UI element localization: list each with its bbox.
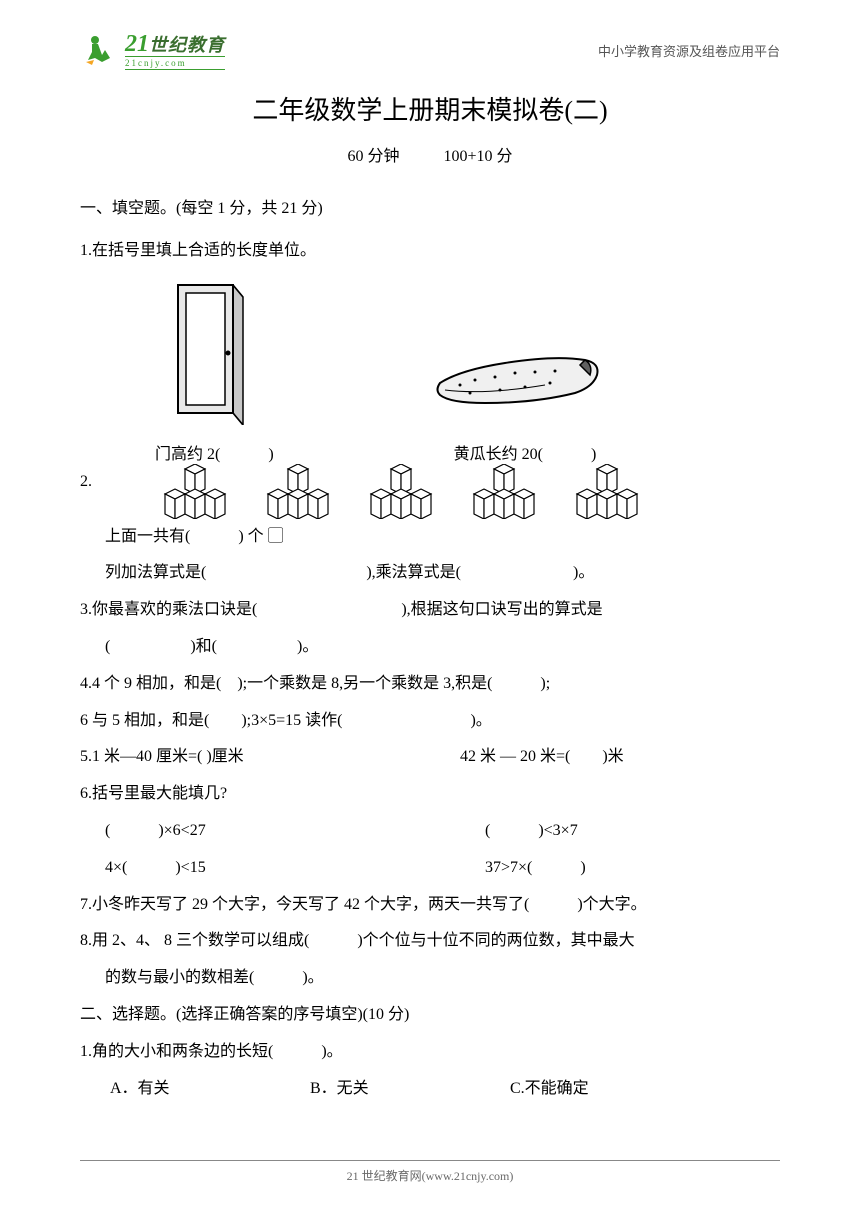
- time-text: 60 分钟: [347, 148, 399, 165]
- q2-line2: 列加法算式是( ),乘法算式是( )。: [80, 555, 780, 592]
- footer-divider: [80, 1160, 780, 1161]
- q6-row1-right: ( )<3×7: [485, 813, 578, 850]
- q2: 2.: [80, 464, 780, 519]
- q1-text: 1.在括号里填上合适的长度单位。: [80, 233, 780, 270]
- q6-heading: 6.括号里最大能填几?: [80, 776, 780, 813]
- cube-group-1: [157, 464, 242, 519]
- logo-domain: 21cnjy.com: [125, 56, 225, 70]
- cucumber-image: [425, 345, 605, 430]
- q8-line2: 的数与最小的数相差( )。: [80, 960, 780, 997]
- q6-row1-left: ( )×6<27: [105, 813, 485, 850]
- q1-captions: 门高约 2( ) 黄瓜长约 20( ): [80, 440, 780, 464]
- q1-images: [80, 280, 780, 430]
- subtitle: 60 分钟 100+10 分: [80, 142, 780, 166]
- cube-group-3: [363, 464, 448, 519]
- section2-heading: 二、选择题。(选择正确答案的序号填空)(10 分): [80, 997, 780, 1034]
- logo-icon: [80, 30, 120, 70]
- cucumber-caption: 黄瓜长约 20( ): [454, 440, 597, 464]
- option-b: B．无关: [310, 1071, 510, 1108]
- cube-groups: [157, 464, 654, 519]
- logo-area: 21 世纪教育 21cnjy.com: [80, 30, 225, 70]
- cube-group-4: [466, 464, 551, 519]
- s2-q1-options: A．有关 B．无关 C.不能确定: [80, 1071, 780, 1108]
- logo-prefix: 21: [125, 31, 149, 58]
- door-image: [170, 280, 255, 430]
- q2-line1: 上面一共有( ) 个 ▢: [80, 519, 780, 556]
- q3-line2: ( )和( )。: [80, 629, 780, 666]
- q5-left: 5.1 米—40 厘米=( )厘米: [80, 739, 460, 776]
- q6-row2: 4×( )<15 37>7×( ): [80, 850, 780, 887]
- page-title: 二年级数学上册期末模拟卷(二): [80, 90, 780, 127]
- score-text: 100+10 分: [443, 148, 512, 165]
- door-caption: 门高约 2( ): [155, 440, 274, 464]
- q7-text: 7.小冬昨天写了 29 个大字，今天写了 42 个大字，两天一共写了( )个大字…: [80, 887, 780, 924]
- q6-row2-right: 37>7×( ): [485, 850, 586, 887]
- q4-line2: 6 与 5 相加，和是( );3×5=15 读作( )。: [80, 703, 780, 740]
- q5-right: 42 米 — 20 米=( )米: [460, 739, 624, 776]
- q2-number: 2.: [80, 464, 92, 501]
- q4-line1: 4.4 个 9 相加，和是( );一个乘数是 8,另一个乘数是 3,积是( );: [80, 666, 780, 703]
- q6-row1: ( )×6<27 ( )<3×7: [80, 813, 780, 850]
- option-a: A．有关: [110, 1071, 310, 1108]
- section1-heading: 一、填空题。(每空 1 分，共 21 分): [80, 191, 780, 228]
- footer-text: 21 世纪教育网(www.21cnjy.com): [0, 1167, 860, 1184]
- option-c: C.不能确定: [510, 1071, 660, 1108]
- q3-line1: 3.你最喜欢的乘法口诀是( ),根据这句口诀写出的算式是: [80, 592, 780, 629]
- q6-row2-left: 4×( )<15: [105, 850, 485, 887]
- q8-line1: 8.用 2、4、 8 三个数学可以组成( )个个位与十位不同的两位数，其中最大: [80, 923, 780, 960]
- s2-q1-text: 1.角的大小和两条边的长短( )。: [80, 1034, 780, 1071]
- header-right-text: 中小学教育资源及组卷应用平台: [598, 41, 780, 60]
- logo-text-block: 21 世纪教育 21cnjy.com: [125, 31, 225, 70]
- logo-cn-text: 世纪教育: [149, 31, 225, 57]
- q5: 5.1 米—40 厘米=( )厘米 42 米 — 20 米=( )米: [80, 739, 780, 776]
- cube-group-2: [260, 464, 345, 519]
- page-header: 21 世纪教育 21cnjy.com 中小学教育资源及组卷应用平台: [80, 30, 780, 70]
- cube-group-5: [569, 464, 654, 519]
